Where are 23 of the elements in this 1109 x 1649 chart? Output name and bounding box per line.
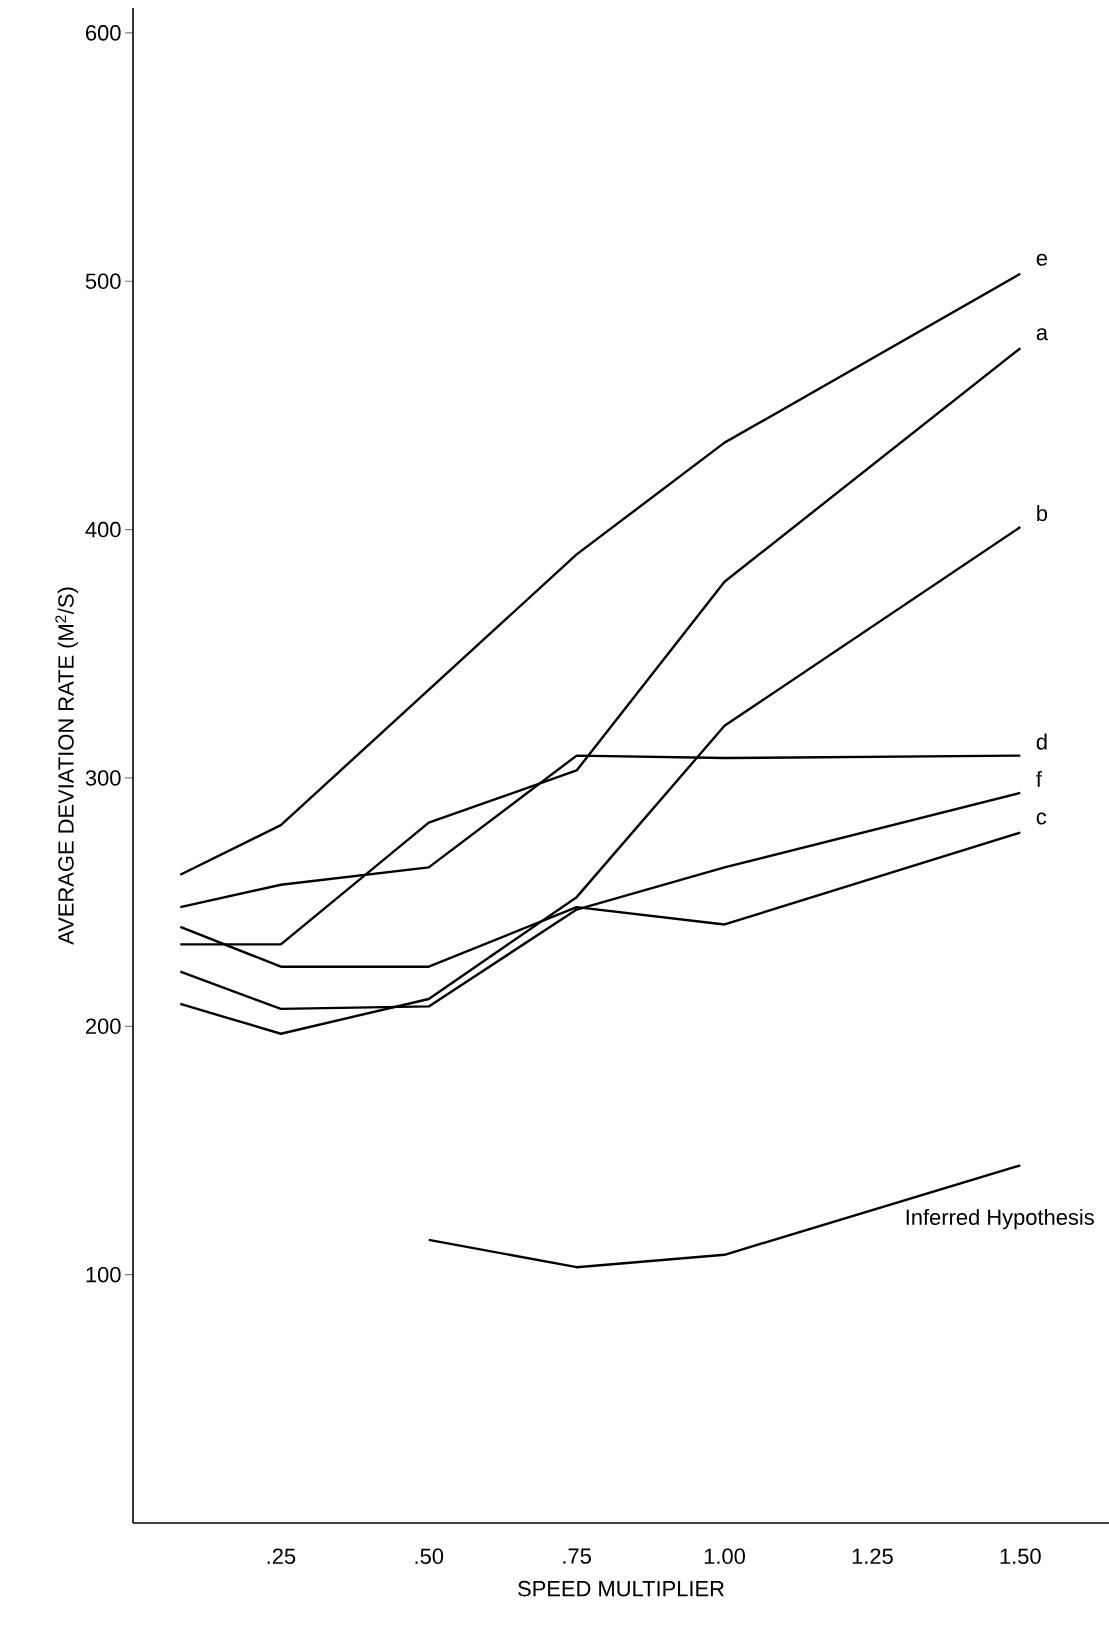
x-tick-label: 1.25 (852, 1548, 893, 1565)
y-tick-label: 300 (85, 770, 121, 786)
x-tick-label: .25 (267, 1548, 296, 1565)
x-tick-label: 1.50 (1000, 1548, 1041, 1565)
series-label: c (1036, 812, 1047, 825)
y-tick-label: 100 (86, 1266, 121, 1283)
series-label: b (1037, 505, 1048, 522)
series-label: Inferred Hypothesis (906, 1208, 1094, 1230)
y-tick-label: 200 (86, 1018, 121, 1035)
y-tick-label: 400 (85, 521, 121, 538)
series-label: a (1036, 328, 1048, 341)
series-label: d (1036, 733, 1047, 750)
x-tick-label: .75 (563, 1548, 591, 1564)
x-axis-title: SPEED MULTIPLIER (518, 1580, 724, 1597)
x-tick-label: .50 (415, 1548, 444, 1565)
line-series (179, 272, 1022, 876)
y-axis-title: AVERAGE DEVIATION RATE (M$^{2}$/S) (55, 587, 79, 945)
series-label: e (1036, 253, 1048, 266)
line-series (179, 525, 1022, 1035)
series-label: f (1036, 770, 1042, 787)
x-tick-label: 1.00 (704, 1548, 745, 1565)
y-tick-label: 600 (86, 25, 121, 41)
y-tick-label: 500 (85, 273, 121, 289)
